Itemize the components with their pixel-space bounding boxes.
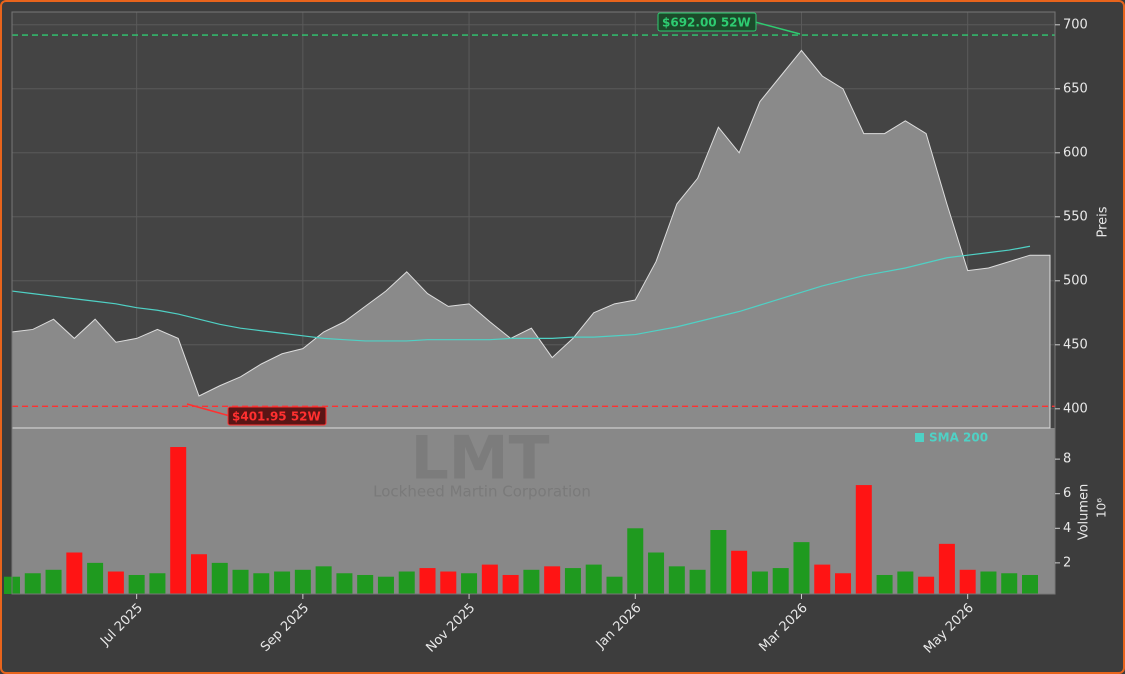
volume-bar <box>897 571 914 594</box>
x-tick-label: Jan 2026 <box>593 601 645 653</box>
volume-bar <box>253 573 270 594</box>
y-axis-label: Preis <box>1096 206 1111 237</box>
volume-bar <box>190 554 207 594</box>
volume-bar <box>377 576 394 594</box>
volume-bar <box>398 571 415 594</box>
volume-bar <box>357 574 374 594</box>
volume-bar <box>835 573 852 594</box>
volume-bar <box>751 571 768 594</box>
volume-bar <box>689 569 706 594</box>
volume-bar <box>87 562 104 594</box>
volume-bar <box>274 571 291 594</box>
volume-bar <box>107 571 124 594</box>
volume-bar <box>959 569 976 594</box>
volume-bar <box>45 569 62 594</box>
x-tick-label: Jul 2025 <box>97 601 146 650</box>
volume-bar <box>440 571 457 594</box>
volume-bar <box>419 568 436 594</box>
volume-bar <box>232 569 249 594</box>
x-tick-label: May 2026 <box>921 601 977 657</box>
volume-tick-label: 4 <box>1063 521 1071 536</box>
volume-bar <box>523 569 540 594</box>
y-tick-label: 700 <box>1063 17 1088 32</box>
volume-offset: 10⁶ <box>1095 498 1109 518</box>
volume-bar <box>938 543 955 594</box>
annotation-box <box>227 406 327 426</box>
volume-bar <box>502 574 519 594</box>
y-tick-label: 450 <box>1063 337 1088 352</box>
legend-label: SMA 200 <box>929 431 988 445</box>
annotation-arrow <box>186 403 231 417</box>
volume-bar <box>793 542 810 594</box>
volume-bar <box>814 564 831 594</box>
volume-bar <box>668 566 685 594</box>
volume-bar <box>1022 574 1038 594</box>
price-area <box>11 49 1051 429</box>
volume-bar <box>461 573 478 594</box>
volume-bar <box>315 566 332 594</box>
watermark: LMT <box>411 424 550 494</box>
volume-bar <box>128 574 145 594</box>
volume-tick-label: 2 <box>1063 555 1071 570</box>
volume-bar <box>170 447 187 594</box>
watermark-subtitle: Lockheed Martin Corporation <box>373 483 591 501</box>
y-tick-label: 500 <box>1063 273 1088 288</box>
y-tick-label: 600 <box>1063 145 1088 160</box>
annotation-box <box>657 12 757 32</box>
volume-bar <box>585 564 602 594</box>
axes-frame <box>11 11 1056 595</box>
volume-bar <box>772 568 789 594</box>
annotation-label: $401.95 52W <box>232 410 321 424</box>
volume-bar <box>627 528 644 594</box>
volume-bar <box>481 564 498 594</box>
annotation-arrow <box>754 21 801 35</box>
y-tick-label: 550 <box>1063 209 1088 224</box>
volume-bar <box>1001 573 1018 594</box>
x-tick-label: Sep 2025 <box>258 601 312 655</box>
legend-swatch <box>915 433 924 442</box>
volume-bar <box>211 562 228 594</box>
volume-bar <box>149 573 166 594</box>
volume-bar <box>918 576 935 594</box>
volume-bar <box>336 573 353 594</box>
volume-bar <box>606 576 623 594</box>
volume-bar <box>980 571 997 594</box>
volume-bar <box>876 574 893 594</box>
annotation-label: $692.00 52W <box>662 16 751 30</box>
volume-bar <box>66 552 83 594</box>
volume-axis-label: Volumen <box>1077 484 1092 541</box>
volume-bar <box>648 552 665 594</box>
y-tick-label: 400 <box>1063 401 1088 416</box>
sma-line <box>11 245 1031 342</box>
volume-bar <box>731 550 748 594</box>
volume-bar <box>855 485 872 594</box>
volume-tick-label: 8 <box>1063 452 1071 467</box>
volume-bar <box>564 568 581 594</box>
volume-bar <box>24 573 41 594</box>
volume-bar <box>710 530 727 594</box>
volume-tick-label: 6 <box>1063 486 1071 501</box>
x-tick-label: Mar 2026 <box>757 601 811 655</box>
x-tick-label: Nov 2025 <box>423 601 478 656</box>
volume-bar <box>294 569 311 594</box>
y-tick-label: 650 <box>1063 81 1088 96</box>
volume-bar <box>544 566 561 594</box>
